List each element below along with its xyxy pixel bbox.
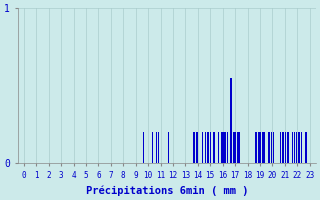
Bar bbox=[259, 132, 260, 163]
Bar bbox=[243, 47, 244, 163]
Bar bbox=[268, 132, 269, 163]
Bar bbox=[164, 132, 165, 163]
Bar bbox=[207, 132, 208, 163]
Bar bbox=[227, 132, 228, 163]
Bar bbox=[306, 132, 307, 163]
Bar bbox=[233, 132, 234, 163]
Bar bbox=[298, 132, 299, 163]
Bar bbox=[208, 132, 209, 163]
Bar bbox=[296, 132, 297, 163]
Bar bbox=[264, 132, 265, 163]
Bar bbox=[196, 132, 197, 163]
Bar bbox=[197, 132, 198, 163]
Bar bbox=[262, 132, 263, 163]
Bar bbox=[260, 132, 261, 163]
Bar bbox=[245, 78, 246, 163]
Bar bbox=[301, 132, 302, 163]
Bar bbox=[244, 78, 245, 163]
Bar bbox=[283, 132, 284, 163]
Bar bbox=[258, 132, 259, 163]
Bar bbox=[213, 132, 214, 163]
Bar bbox=[234, 132, 235, 163]
Bar bbox=[224, 132, 225, 163]
Bar bbox=[230, 78, 231, 163]
Bar bbox=[249, 132, 250, 163]
Bar bbox=[223, 132, 224, 163]
Bar bbox=[221, 132, 222, 163]
Bar bbox=[269, 132, 270, 163]
X-axis label: Précipitations 6min ( mm ): Précipitations 6min ( mm ) bbox=[85, 185, 248, 196]
Bar bbox=[238, 132, 239, 163]
Bar bbox=[214, 132, 215, 163]
Bar bbox=[255, 132, 256, 163]
Bar bbox=[294, 132, 295, 163]
Bar bbox=[263, 132, 264, 163]
Bar bbox=[299, 132, 300, 163]
Bar bbox=[143, 132, 144, 163]
Bar bbox=[271, 132, 272, 163]
Bar bbox=[287, 132, 288, 163]
Bar bbox=[231, 78, 232, 163]
Bar bbox=[235, 132, 236, 163]
Bar bbox=[210, 132, 211, 163]
Bar bbox=[237, 132, 238, 163]
Bar bbox=[256, 132, 257, 163]
Bar bbox=[152, 132, 153, 163]
Bar bbox=[193, 132, 194, 163]
Bar bbox=[282, 132, 283, 163]
Bar bbox=[205, 132, 206, 163]
Bar bbox=[250, 132, 251, 163]
Bar bbox=[218, 132, 219, 163]
Bar bbox=[222, 132, 223, 163]
Bar bbox=[305, 132, 306, 163]
Bar bbox=[168, 132, 169, 163]
Bar bbox=[194, 132, 195, 163]
Bar bbox=[285, 132, 286, 163]
Bar bbox=[288, 132, 289, 163]
Bar bbox=[202, 132, 203, 163]
Bar bbox=[239, 132, 240, 163]
Bar bbox=[292, 132, 293, 163]
Bar bbox=[225, 132, 226, 163]
Bar bbox=[280, 132, 281, 163]
Bar bbox=[273, 132, 274, 163]
